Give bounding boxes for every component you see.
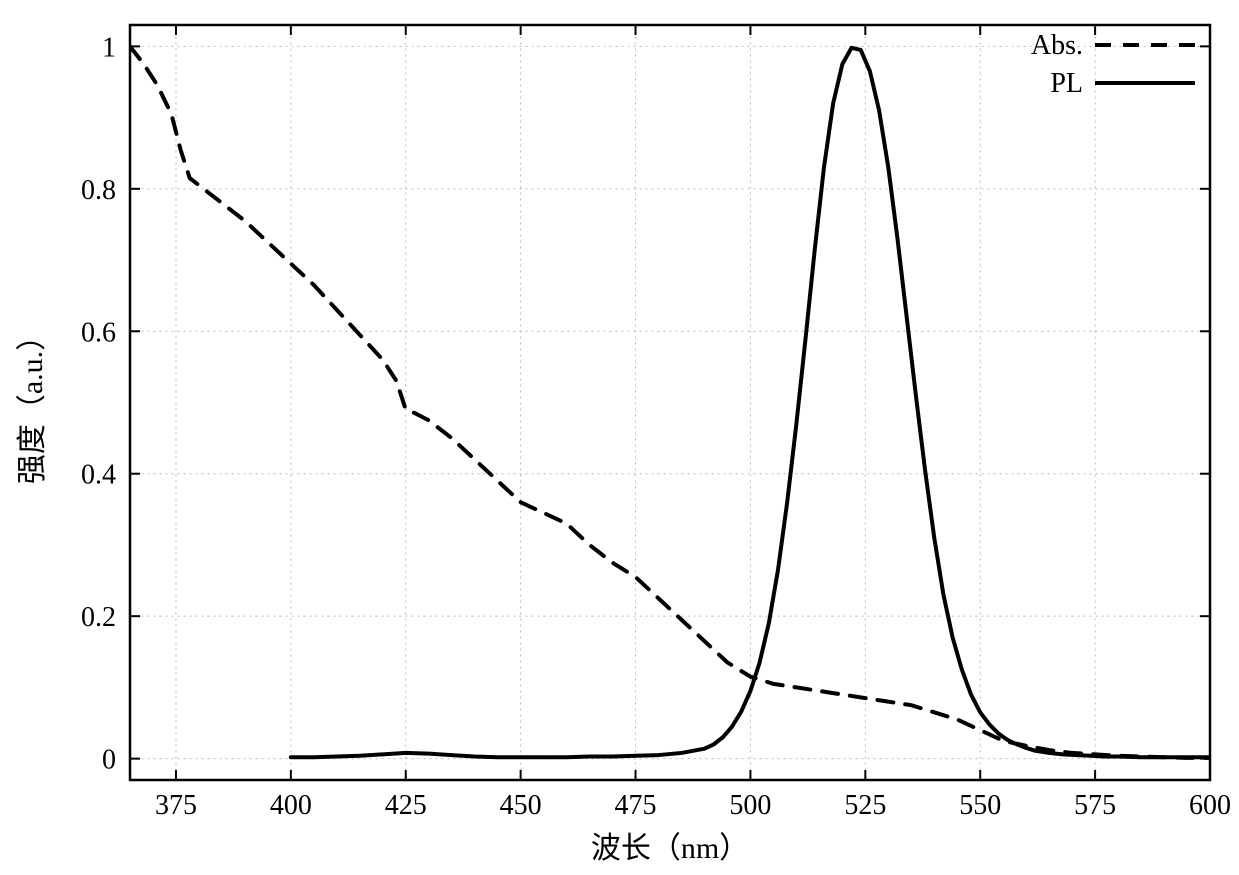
y-tick-label: 0 [102,745,116,776]
ticks [130,25,1210,780]
x-tick-label: 575 [1074,790,1116,821]
grid [130,25,1210,780]
plot-frame [130,25,1210,780]
x-tick-label: 475 [615,790,657,821]
y-tick-label: 0.4 [81,460,116,491]
y-tick-label: 1 [102,32,116,63]
tick-labels: 375 400 425 450 475 500 525 550 575 600 0 0.2 0.4 0.6… [81,32,1231,821]
series-group [130,46,1210,758]
x-tick-label: 525 [844,790,886,821]
legend-label-abs: Abs. [1031,30,1083,61]
legend-label-pl: PL [1050,68,1083,99]
x-axis-label: 波长（nm） [591,832,749,865]
y-axis-label: 强度（a.u.） [16,321,49,484]
spectra-chart: 375 400 425 450 475 500 525 550 575 600 0 0.2 0.4 0.6… [0,0,1239,875]
y-tick-label: 0.6 [81,317,116,348]
chart-svg: 375 400 425 450 475 500 525 550 575 600 0 0.2 0.4 0.6… [0,0,1239,875]
x-tick-label: 450 [500,790,542,821]
series-abs [130,46,1210,758]
y-tick-label: 0.8 [81,175,116,206]
legend: Abs. PL [1031,30,1195,99]
x-tick-label: 375 [155,790,197,821]
x-tick-label: 400 [270,790,312,821]
x-tick-label: 600 [1189,790,1231,821]
x-tick-label: 550 [959,790,1001,821]
y-tick-label: 0.2 [81,602,116,633]
x-tick-label: 500 [729,790,771,821]
x-tick-label: 425 [385,790,427,821]
